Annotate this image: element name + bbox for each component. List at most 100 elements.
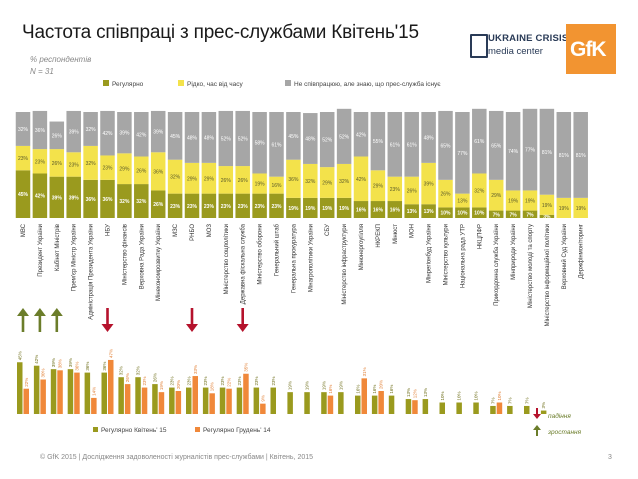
ukraine-crisis-logo: UKRAINE CRISIS media center [468, 30, 568, 64]
comparison-value-label: 23% [237, 377, 242, 386]
bar-segment [370, 112, 386, 171]
bar-value-label: 23% [102, 166, 113, 172]
legend-swatch-top-1 [103, 80, 109, 86]
bar-segment [404, 204, 419, 218]
category-label: НБУ [106, 224, 112, 236]
bar-segment [167, 112, 183, 160]
legend-arrow-up-head [533, 425, 541, 430]
bar-segment [505, 112, 521, 191]
bar-segment [472, 173, 487, 208]
bar-segment [522, 190, 538, 211]
bar-segment [117, 112, 132, 154]
bar-value-label: 48% [424, 135, 435, 141]
bar-value-label: 13% [407, 209, 418, 215]
comparison-bar [456, 402, 462, 414]
comparison-bar [287, 392, 293, 414]
comparison-value-label: 19% [338, 381, 343, 390]
comparison-bar [412, 400, 418, 414]
bar-segment [421, 112, 436, 163]
bar-segment [522, 210, 538, 218]
comparison-value-label: 23% [254, 377, 259, 386]
sample-size: N = 31 [30, 67, 54, 76]
legend-label-december: Регулярно Грудень' 14 [203, 427, 271, 434]
bar-segment [150, 110, 166, 153]
bar-segment [472, 108, 487, 174]
bar-segment [134, 112, 149, 157]
comparison-bar [186, 387, 192, 414]
category-label: Міністерство молоді та спорту [528, 224, 534, 308]
bar-segment [387, 176, 403, 202]
bar-value-label: 32% [339, 179, 350, 185]
bar-segment [252, 193, 267, 218]
bar-segment [336, 197, 352, 218]
bar-value-label: 23% [69, 162, 80, 168]
bar-value-label: 61% [390, 142, 401, 148]
arrow-up-head [33, 308, 46, 316]
comparison-bar [405, 399, 412, 414]
bar-value-label: 32% [86, 127, 97, 133]
arrow-up-icon [33, 308, 46, 332]
category-label: Верховний Суд України [561, 224, 568, 289]
bar-segment [438, 179, 453, 208]
bar-segment [404, 176, 419, 205]
legend-swatch-december [195, 427, 200, 432]
bar-segment [269, 176, 284, 194]
bar-segment [100, 155, 115, 180]
bar-value-label: 7% [493, 212, 501, 218]
comparison-bar [118, 377, 124, 414]
comparison-bar [152, 384, 158, 414]
bar-value-label: 26% [153, 202, 164, 208]
category-label: Мінагрополітики України [308, 224, 314, 292]
bar-value-label: 42% [356, 132, 367, 138]
bar-value-label: 81% [559, 153, 570, 159]
arrow-up-head [17, 308, 29, 316]
comparison-value-label: 23% [271, 377, 276, 386]
comparison-value-label: 22% [24, 378, 29, 387]
comparison-value-label: 23% [203, 377, 208, 386]
bar-value-label: 32% [474, 188, 485, 194]
comparison-bar [74, 372, 80, 414]
bar-segment [218, 110, 234, 167]
comparison-bar [169, 387, 175, 414]
comparison-bar [338, 392, 344, 414]
bar-segment [488, 110, 504, 180]
legend-arrow-down-shaft [536, 408, 538, 414]
legend-swatch-top-3 [285, 80, 291, 86]
comparison-value-label: 36% [102, 362, 107, 371]
bar-segment [488, 210, 504, 218]
category-label: Міністерство оборони [258, 224, 264, 285]
bar-value-label: 16% [390, 208, 401, 214]
comparison-value-label: 36% [74, 362, 79, 371]
bar-segment [201, 112, 217, 163]
comparison-bar [23, 388, 29, 414]
comparison-bar [108, 359, 114, 414]
bar-segment [235, 193, 250, 218]
bar-segment [370, 201, 386, 218]
comparison-value-label: 26% [125, 373, 130, 382]
bar-value-label: 16% [271, 183, 282, 189]
bar-value-label: 48% [204, 135, 215, 141]
bar-value-label: 32% [119, 199, 130, 205]
bar-segment [539, 214, 555, 218]
bar-segment [218, 166, 234, 194]
comparison-value-label: 38% [58, 359, 63, 368]
category-label: СБУ [325, 224, 331, 236]
comparison-bar [91, 397, 97, 414]
bar-value-label: 81% [542, 150, 553, 156]
bar-segment [319, 197, 335, 218]
bar-value-label: 19% [288, 206, 299, 212]
category-label: Міністерство соцполітики [224, 224, 230, 294]
comparison-bar [355, 395, 361, 414]
arrow-down-shaft [241, 308, 244, 324]
bar-value-label: 48% [187, 135, 198, 141]
bar-segment [387, 201, 403, 218]
arrow-down-shaft [106, 308, 109, 324]
comparison-value-label: 13% [423, 388, 428, 397]
bar-segment [387, 112, 403, 177]
bar-value-label: 19% [339, 206, 350, 212]
logo-mark-icon [470, 34, 488, 58]
bar-segment [235, 166, 250, 194]
arrow-down-icon [236, 308, 249, 332]
comparison-bar [50, 369, 57, 414]
comparison-value-label: 23% [220, 377, 225, 386]
